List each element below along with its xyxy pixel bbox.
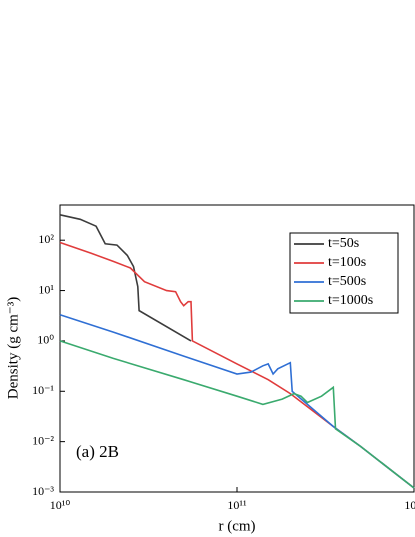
y-tick-label: 10⁻¹: [32, 383, 54, 397]
y-tick-label: 10¹: [38, 282, 54, 296]
x-tick-label: 10¹⁰: [50, 498, 71, 512]
x-axis-label: r (cm): [218, 518, 255, 534]
y-tick-label: 10⁻³: [32, 484, 54, 498]
series-line: [59, 241, 415, 489]
y-tick-label: 10⁰: [37, 333, 54, 347]
legend-label: t=1000s: [328, 293, 373, 308]
legend-label: t=500s: [328, 274, 366, 289]
legend-box: [289, 232, 399, 314]
y-tick-label: 10⁻²: [32, 433, 54, 447]
legend-label: t=50s: [328, 236, 359, 251]
annotation: (a) 2B: [76, 442, 119, 461]
series-line: [59, 214, 192, 342]
series-line: [59, 340, 415, 489]
x-tick-label: 10¹²: [404, 498, 415, 512]
x-tick-label: 10¹¹: [227, 498, 247, 512]
legend-label: t=100s: [328, 255, 366, 270]
y-axis-label: Density (g cm⁻³): [5, 297, 21, 399]
series-line: [59, 314, 415, 489]
y-tick-label: 10²: [38, 232, 54, 246]
